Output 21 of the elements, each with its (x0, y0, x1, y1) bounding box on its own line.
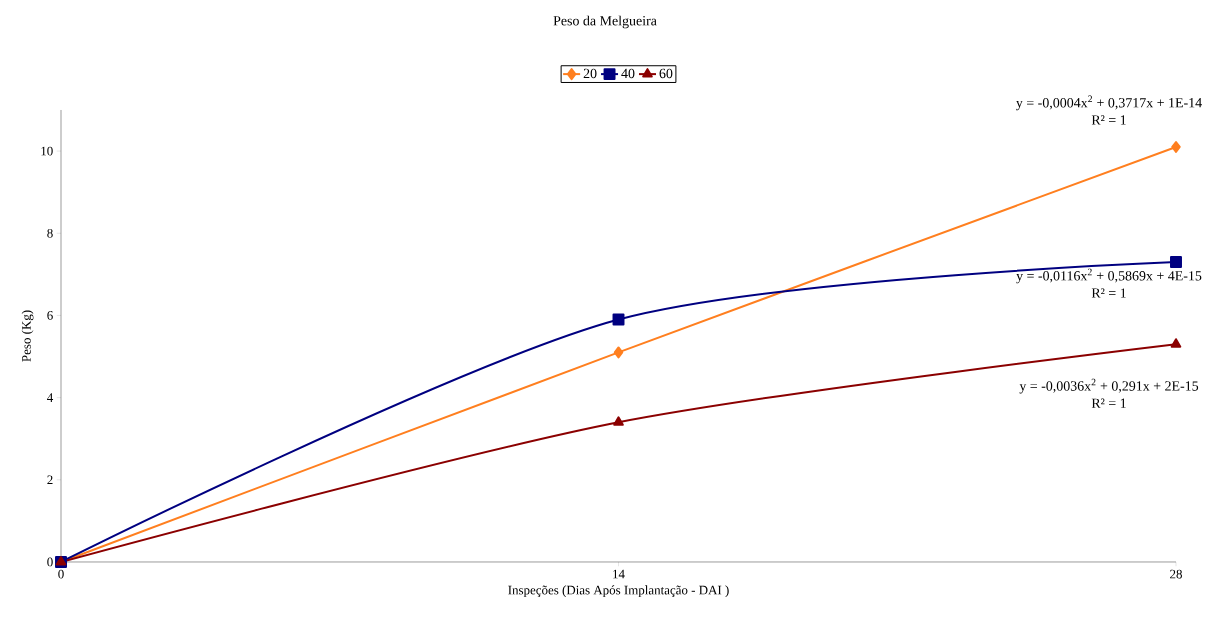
annotation: y = -0,0036x$^{2}$ + 0,291x + 2E-15 (1019, 378, 1199, 394)
y-tick-label: 4 (47, 393, 54, 402)
y-tick-label: 6 (47, 311, 53, 320)
legend-label: 20 (583, 68, 597, 79)
x-tick-label: 0 (58, 569, 64, 579)
annotation: y = -0,0004x$^{2}$ + 0,3717x + 1E-14 (1016, 95, 1202, 111)
annotation: R² = 1 (1091, 288, 1126, 298)
y-tick-label: 2 (47, 475, 53, 485)
annotation: y = -0,0116x$^{2}$ + 0,5869x + 4E-15 (1016, 268, 1202, 284)
legend-label: 60 (659, 68, 673, 79)
y-tick-label: 0 (47, 557, 53, 567)
y-axis-title: Peso (Kg) (21, 310, 34, 362)
annotation: R² = 1 (1091, 398, 1126, 408)
x-tick-label: 14 (613, 569, 625, 579)
annotation: R² = 1 (1091, 115, 1126, 125)
chart-title: Peso da Melgueira (553, 15, 657, 29)
y-tick-label: 8 (47, 228, 53, 238)
y-tick-label: 10 (41, 146, 53, 156)
x-axis-title: Inspeções (Dias Após Implantação - DAI ) (508, 585, 729, 598)
legend-label: 40 (621, 68, 635, 79)
x-tick-label: 28 (1170, 569, 1182, 579)
